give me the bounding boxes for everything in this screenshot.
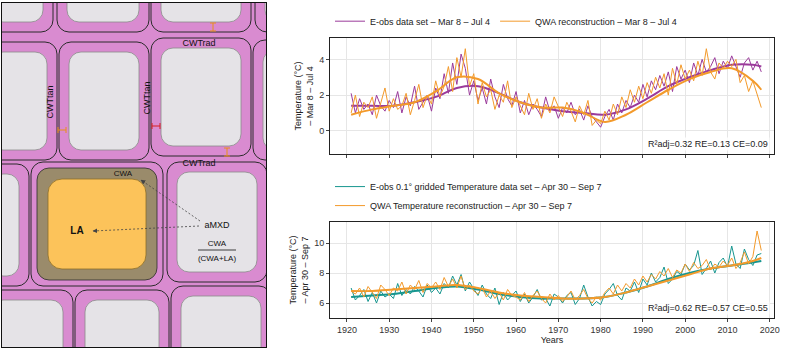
- svg-text:2: 2: [319, 90, 324, 100]
- svg-text:(CWA+LA): (CWA+LA): [198, 254, 236, 263]
- svg-text:1930: 1930: [379, 325, 399, 335]
- svg-text:CWTrad: CWTrad: [182, 158, 215, 168]
- svg-text:4: 4: [319, 55, 324, 65]
- svg-text:2020: 2020: [760, 325, 780, 335]
- svg-text:Years: Years: [541, 335, 564, 345]
- svg-text:1950: 1950: [464, 325, 484, 335]
- svg-text:1940: 1940: [421, 325, 441, 335]
- svg-text:0: 0: [319, 126, 324, 136]
- svg-text:Temperature (°C)– Apr 30 – Sep: Temperature (°C)– Apr 30 – Sep 7: [288, 235, 310, 304]
- svg-text:Temperature (°C)– Mar 8 – Jul: Temperature (°C)– Mar 8 – Jul 4: [293, 61, 315, 130]
- svg-text:CWTtan: CWTtan: [45, 85, 55, 118]
- svg-text:CWTtan: CWTtan: [142, 81, 152, 114]
- svg-text:8: 8: [319, 268, 324, 278]
- svg-text:QWA reconstruction – Mar 8 – J: QWA reconstruction – Mar 8 – Jul 4: [535, 17, 677, 27]
- svg-text:10: 10: [314, 238, 324, 248]
- svg-text:2010: 2010: [717, 325, 737, 335]
- svg-text:aMXD: aMXD: [204, 220, 230, 230]
- svg-text:1980: 1980: [591, 325, 611, 335]
- svg-text:2000: 2000: [675, 325, 695, 335]
- svg-text:R²adj=0.62 RE=0.57 CE=0.55: R²adj=0.62 RE=0.57 CE=0.55: [648, 303, 768, 313]
- svg-text:CWA: CWA: [114, 169, 133, 178]
- svg-text:E-obs 0.1° gridded Temperature: E-obs 0.1° gridded Temperature data set …: [370, 182, 602, 192]
- svg-text:CWTrad: CWTrad: [182, 38, 215, 48]
- svg-text:E-obs data set – Mar 8 – Jul 4: E-obs data set – Mar 8 – Jul 4: [370, 17, 490, 27]
- svg-text:CWA: CWA: [208, 239, 227, 248]
- svg-text:R²adj=0.32 RE=0.13 CE=0.09: R²adj=0.32 RE=0.13 CE=0.09: [648, 139, 768, 149]
- svg-text:LA: LA: [70, 225, 83, 236]
- svg-text:1990: 1990: [633, 325, 653, 335]
- svg-text:1920: 1920: [337, 325, 357, 335]
- svg-text:6: 6: [319, 298, 324, 308]
- svg-text:1960: 1960: [506, 325, 526, 335]
- svg-text:1970: 1970: [548, 325, 568, 335]
- svg-text:QWA Temperature reconstruction: QWA Temperature reconstruction – Apr 30 …: [370, 201, 572, 211]
